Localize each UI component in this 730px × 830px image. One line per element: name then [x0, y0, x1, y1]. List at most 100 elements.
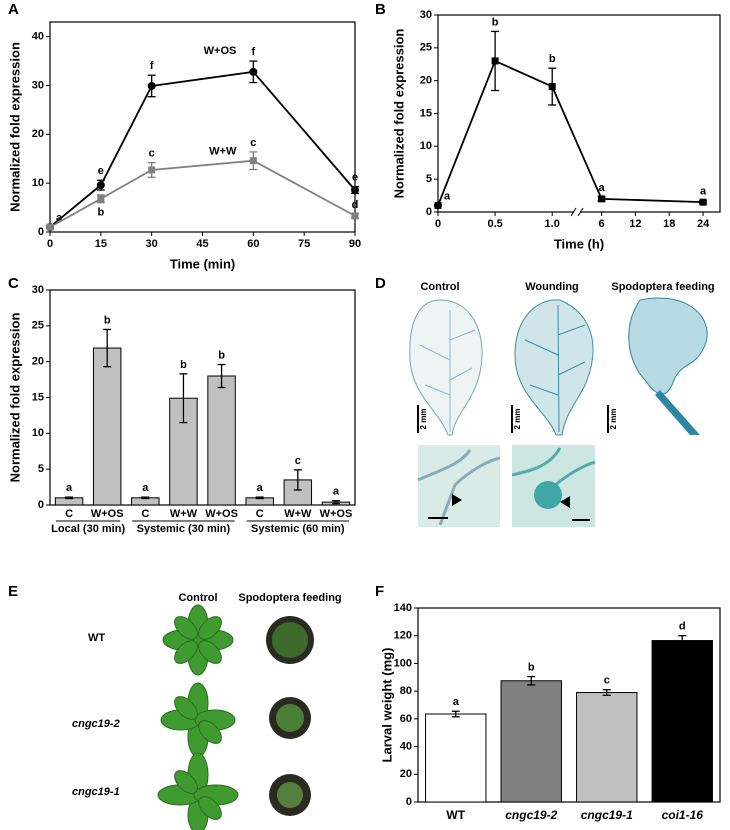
- x-tick-label: cngc19-2: [505, 808, 557, 822]
- significance-letter: a: [56, 212, 63, 224]
- y-tick-label: 10: [32, 427, 44, 439]
- significance-letter: c: [295, 455, 301, 467]
- y-tick-label: 120: [394, 630, 412, 642]
- stain: [534, 481, 562, 509]
- y-tick-label: 40: [400, 740, 412, 752]
- y-tick-label: 140: [394, 602, 412, 614]
- marker: [351, 186, 359, 194]
- x-tick-label: 0: [47, 238, 53, 250]
- leaf-veins: [419, 310, 476, 432]
- significance-letter: e: [352, 171, 358, 183]
- charts: A 0 10 20 30 40 Normalized fold expression Time…: [7, 1, 721, 822]
- marker: [249, 67, 258, 76]
- x-tick-label: WT: [446, 808, 465, 822]
- plot-frame: [417, 607, 721, 803]
- y-tick-label: 60: [400, 713, 412, 725]
- y-tick-label: 0: [406, 796, 412, 808]
- significance-letter: a: [66, 482, 73, 494]
- significance-letter: b: [528, 661, 535, 673]
- bar: [576, 692, 638, 803]
- panel-label: F: [375, 583, 384, 600]
- y-tick-label: 100: [394, 657, 412, 669]
- x-tick-label: 1.0: [545, 218, 560, 230]
- y-tick-label: 40: [32, 31, 44, 43]
- leaf-control: [409, 299, 483, 436]
- y-tick-label: 30: [32, 284, 44, 296]
- plot-frame: [437, 14, 721, 213]
- marker: [434, 201, 442, 209]
- y-tick-label: 80: [400, 685, 412, 697]
- x-tick-label: 90: [349, 238, 361, 250]
- significance-letter: a: [700, 186, 707, 198]
- row-label: cngc19-2: [72, 718, 120, 730]
- marker: [97, 195, 105, 203]
- axis-break: [574, 210, 581, 214]
- x-tick-label: cngc19-1: [581, 808, 633, 822]
- y-axis-title: Larval weight (mg): [379, 648, 394, 763]
- row-label: cngc19-1: [72, 786, 120, 798]
- panel-d-images: D Control Wounding Spodoptera feeding 2 …: [375, 275, 715, 527]
- significance-letter: b: [492, 16, 499, 28]
- scale-label: 2 mm: [609, 409, 618, 430]
- x-tick-label: 6: [598, 218, 604, 230]
- x-tick-label: W+W: [170, 508, 198, 520]
- x-axis-title: Time (h): [554, 236, 604, 251]
- x-tick-label: C: [141, 508, 149, 520]
- y-tick-label: 30: [32, 79, 44, 91]
- x-tick-label: W+OS: [91, 508, 124, 520]
- x-tick-label: C: [256, 508, 264, 520]
- arrowhead: [452, 494, 462, 506]
- plot-frame: [49, 21, 356, 233]
- y-axis-title: Normalized fold expression: [391, 29, 406, 199]
- leaf-veins: [524, 304, 586, 433]
- x-tick-label: 75: [298, 238, 310, 250]
- significance-letter: c: [250, 137, 256, 149]
- y-tick-label: 30: [420, 9, 432, 21]
- significance-letter: a: [142, 482, 149, 494]
- y-tick-label: 0: [426, 206, 432, 218]
- axis-break: [570, 207, 584, 217]
- series-line: [437, 59, 704, 206]
- column-label: Control: [178, 592, 217, 604]
- scale-label: 2 mm: [419, 409, 428, 430]
- marker: [598, 195, 606, 203]
- fed-plant: [266, 616, 314, 816]
- y-axis-title: Normalized fold expression: [7, 313, 22, 483]
- leaf-wounding: [514, 299, 594, 436]
- y-tick-label: 15: [32, 391, 44, 403]
- arrowhead: [560, 496, 570, 508]
- significance-letter: b: [218, 349, 225, 361]
- y-tick-label: 15: [420, 107, 432, 119]
- y-tick-label: 5: [426, 173, 432, 185]
- rosette: [157, 604, 239, 830]
- x-axis-title: Time (min): [170, 256, 236, 271]
- x-tick-label: 15: [95, 238, 107, 250]
- y-tick-label: 20: [400, 768, 412, 780]
- marker: [491, 57, 499, 65]
- significance-letter: a: [453, 696, 460, 708]
- x-tick-label: W+W: [284, 508, 312, 520]
- marker: [148, 166, 156, 174]
- x-tick-label: 45: [196, 238, 208, 250]
- x-tick-label: W+OS: [320, 508, 353, 520]
- column-label: Control: [420, 281, 459, 293]
- y-tick-label: 0: [38, 226, 44, 238]
- y-tick-label: 20: [420, 75, 432, 87]
- y-tick-label: 25: [420, 42, 432, 54]
- bar: [500, 680, 562, 803]
- y-tick-label: 20: [32, 356, 44, 368]
- significance-letter: d: [352, 199, 359, 211]
- significance-letter: c: [149, 148, 155, 160]
- petiole: [655, 390, 700, 435]
- row-label: WT: [88, 632, 105, 644]
- significance-letter: c: [604, 675, 610, 687]
- significance-letter: a: [598, 182, 605, 194]
- significance-letter: a: [257, 482, 264, 494]
- y-tick-label: 10: [32, 177, 44, 189]
- bar: [207, 375, 236, 506]
- column-label: Spodoptera feeding: [238, 592, 341, 604]
- scale-label: 2 mm: [513, 409, 522, 430]
- x-tick-label: 0: [435, 218, 441, 230]
- x-tick-label: 60: [247, 238, 259, 250]
